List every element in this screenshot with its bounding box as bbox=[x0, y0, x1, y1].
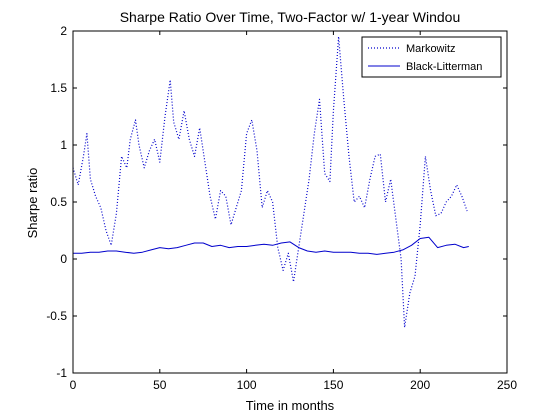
y-tick-label: 1.5 bbox=[50, 81, 67, 95]
y-tick-label: -0.5 bbox=[46, 309, 67, 323]
legend-label-black-litterman: Black-Litterman bbox=[406, 61, 482, 73]
y-tick-label: 0 bbox=[60, 252, 67, 266]
x-tick-label: 50 bbox=[153, 378, 167, 392]
x-tick-label: 250 bbox=[497, 378, 517, 392]
plot-area bbox=[72, 31, 507, 373]
legend: Markowitz Black-Litterman bbox=[361, 36, 502, 78]
chart-title: Sharpe Ratio Over Time, Two-Factor w/ 1-… bbox=[120, 9, 461, 25]
x-axis-label: Time in months bbox=[246, 398, 335, 413]
y-axis-label: Sharpe ratio bbox=[25, 168, 40, 239]
x-tick-label: 100 bbox=[237, 378, 257, 392]
y-tick-label: 0.5 bbox=[50, 195, 67, 209]
y-tick-label: 1 bbox=[60, 138, 67, 152]
plot-background bbox=[73, 31, 507, 373]
x-tick-label: 0 bbox=[70, 378, 77, 392]
series-line-markowitz bbox=[72, 36, 468, 328]
series-line-black-litterman bbox=[73, 236, 469, 255]
axes: 0 50 100 150 200 250 -1 -0.5 0 0.5 1 1.5 2 bbox=[46, 24, 517, 392]
y-tick-label: 2 bbox=[60, 24, 67, 38]
legend-label-markowitz: Markowitz bbox=[406, 43, 456, 55]
y-tick-label: -1 bbox=[56, 366, 67, 380]
x-tick-label: 150 bbox=[323, 378, 343, 392]
legend-box bbox=[361, 36, 502, 78]
x-tick-label: 200 bbox=[410, 378, 430, 392]
